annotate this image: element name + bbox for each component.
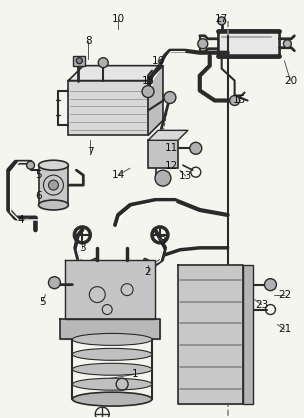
Text: 11: 11 xyxy=(165,143,178,153)
Circle shape xyxy=(48,180,58,190)
Text: 3: 3 xyxy=(160,236,166,246)
Ellipse shape xyxy=(39,200,68,210)
Text: 12: 12 xyxy=(165,161,178,171)
Polygon shape xyxy=(60,319,160,339)
Circle shape xyxy=(198,39,208,49)
Circle shape xyxy=(230,96,240,105)
Circle shape xyxy=(218,17,226,25)
Circle shape xyxy=(164,92,176,104)
Text: 13: 13 xyxy=(179,171,192,181)
Circle shape xyxy=(48,277,60,289)
Text: 15: 15 xyxy=(141,76,155,86)
Text: 4: 4 xyxy=(17,215,24,225)
Bar xyxy=(39,165,68,205)
Ellipse shape xyxy=(72,348,152,360)
Bar xyxy=(68,81,148,135)
Circle shape xyxy=(98,58,108,68)
Text: 2: 2 xyxy=(145,267,151,277)
Ellipse shape xyxy=(39,160,68,170)
Text: 16: 16 xyxy=(151,56,164,66)
Ellipse shape xyxy=(72,363,152,375)
Ellipse shape xyxy=(72,392,152,406)
Ellipse shape xyxy=(72,334,152,345)
Bar xyxy=(73,56,85,66)
Text: 21: 21 xyxy=(278,324,291,334)
Text: 23: 23 xyxy=(255,300,268,310)
Ellipse shape xyxy=(72,378,152,390)
Text: 5: 5 xyxy=(39,297,46,306)
Text: 22: 22 xyxy=(278,290,291,300)
Text: 14: 14 xyxy=(112,170,125,180)
Text: 6: 6 xyxy=(35,191,42,201)
Polygon shape xyxy=(68,66,163,81)
Text: 15: 15 xyxy=(233,95,246,105)
Text: 5: 5 xyxy=(35,170,42,180)
Circle shape xyxy=(26,161,35,169)
Circle shape xyxy=(283,40,291,48)
Bar xyxy=(243,265,253,404)
Text: 8: 8 xyxy=(85,36,92,46)
Text: 3: 3 xyxy=(79,243,86,253)
Circle shape xyxy=(190,142,202,154)
Circle shape xyxy=(155,170,171,186)
Polygon shape xyxy=(178,265,243,404)
Polygon shape xyxy=(65,260,155,319)
Text: 7: 7 xyxy=(87,147,94,157)
Text: 17: 17 xyxy=(215,14,228,24)
Polygon shape xyxy=(148,130,188,140)
Circle shape xyxy=(142,86,154,97)
Circle shape xyxy=(264,279,276,291)
Circle shape xyxy=(76,58,82,64)
Text: 1: 1 xyxy=(132,369,138,379)
Text: 10: 10 xyxy=(112,14,125,24)
Polygon shape xyxy=(148,66,163,135)
Text: 20: 20 xyxy=(284,76,297,86)
Bar xyxy=(148,140,178,168)
